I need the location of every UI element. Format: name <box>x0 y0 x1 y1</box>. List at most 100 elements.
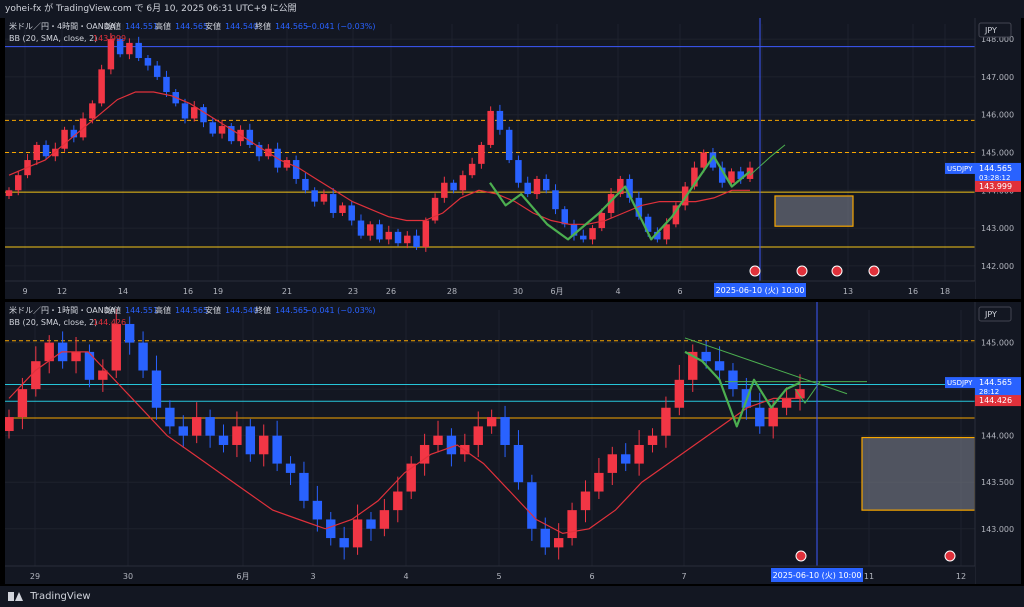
legend-ohlc-value: 144.540 <box>225 22 258 31</box>
crosshair-time-badge <box>771 568 863 582</box>
candle-body <box>352 519 363 548</box>
time-tick-label: 6 <box>677 287 682 296</box>
time-tick-label: 18 <box>940 287 950 296</box>
candle-body <box>478 144 485 164</box>
time-tick-label: 4 <box>403 572 408 581</box>
time-tick-label: 4 <box>615 287 620 296</box>
candle-body <box>728 171 735 183</box>
candle-body <box>272 435 282 464</box>
candle-body <box>17 389 28 418</box>
crosshair-time-label: 2025-06-10 (火) 10:00 <box>716 286 805 295</box>
candle-body <box>567 510 577 539</box>
economic-event-icon <box>795 550 807 562</box>
currency-badge <box>978 22 1012 38</box>
candle-body <box>552 190 559 210</box>
candle-body <box>181 103 189 119</box>
time-tick-label: 13 <box>843 287 853 296</box>
candle-body <box>654 231 661 240</box>
candle-body <box>218 435 229 445</box>
candle-body <box>533 178 541 195</box>
candle-body <box>661 407 671 436</box>
price-tick-label: 142.000 <box>981 262 1014 271</box>
economic-event-icon <box>831 265 843 277</box>
candle-body <box>714 361 725 371</box>
time-tick-label: 6月 <box>236 572 249 581</box>
candle-body <box>459 175 467 191</box>
chart-4h-svg[interactable]: 148.000147.000146.000145.000144.000143.0… <box>5 18 1021 299</box>
symbol-label: USDJPY <box>947 379 973 387</box>
candle-body <box>209 122 217 134</box>
candle-body <box>460 444 470 455</box>
candle-body <box>781 398 792 408</box>
candle-body <box>163 76 170 93</box>
candle-body <box>200 107 207 123</box>
wave-path-line <box>684 350 801 428</box>
candle-body <box>672 205 680 225</box>
candle-body <box>312 500 323 520</box>
projection-line <box>749 144 786 176</box>
chart-1h-svg[interactable]: 145.000144.500144.000143.500143.000JPYUS… <box>4 302 1021 584</box>
price-tick-label: 145.000 <box>981 149 1014 158</box>
candle-body <box>468 163 476 176</box>
symbol-badge <box>945 162 975 174</box>
legend-ohlc-value: 144.551 <box>125 22 158 31</box>
price-tick-label: 143.500 <box>981 478 1014 487</box>
legend-ohlc-label: 始値 <box>105 21 121 31</box>
candle-body <box>691 167 698 187</box>
candle-body <box>218 126 226 134</box>
candle-body <box>124 323 135 343</box>
candle-body <box>44 342 54 362</box>
chart-1h-panel[interactable]: 145.000144.500144.000143.500143.000JPYUS… <box>4 302 1021 584</box>
candle-body <box>379 510 390 529</box>
legend-ohlc-label: 始値 <box>105 305 121 315</box>
candle-body <box>644 216 652 232</box>
candle-body <box>329 194 337 213</box>
candle-body <box>245 426 256 455</box>
candle-body <box>570 224 578 236</box>
candle-body <box>61 129 68 149</box>
candle-body <box>357 220 365 236</box>
candle-body <box>5 190 13 196</box>
legend-ohlc-value: 144.565 <box>275 22 308 31</box>
candle-body <box>419 444 430 464</box>
candle-body <box>107 39 115 70</box>
candle-body <box>299 472 309 501</box>
candle-body <box>15 175 22 191</box>
candle-body <box>151 370 162 408</box>
candle-body <box>192 417 202 436</box>
candle-body <box>320 194 328 202</box>
price-label: 144.565 <box>979 164 1012 173</box>
bb-badge <box>975 395 1021 407</box>
candle-body <box>366 224 374 236</box>
target-box <box>861 436 976 511</box>
bb-label: 144.426 <box>979 396 1012 405</box>
candle-body <box>487 110 494 145</box>
legend-ohlc-label: 安値 <box>205 21 221 31</box>
candle-body <box>394 231 402 244</box>
bollinger-band-line <box>8 91 750 225</box>
candle-body <box>634 444 644 464</box>
candle-body <box>89 103 96 119</box>
publish-text: yohei-fx が TradingView.com で 6月 10, 2025… <box>5 4 297 14</box>
time-tick-label: 5 <box>496 572 501 581</box>
chart-4h-panel[interactable]: 148.000147.000146.000145.000144.000143.0… <box>5 18 1021 299</box>
countdown-label: 03:28:12 <box>979 174 1010 182</box>
candle-body <box>84 351 95 380</box>
candle-body <box>700 152 707 168</box>
candle-body <box>413 235 420 247</box>
bb-label: 143.999 <box>979 182 1012 191</box>
candle-body <box>376 224 383 240</box>
candle-body <box>589 228 596 240</box>
candle-body <box>561 209 568 225</box>
legend-ohlc-label: 終値 <box>255 305 271 315</box>
candle-body <box>406 463 416 492</box>
economic-event-icon <box>868 265 880 277</box>
legend-ohlc-value: 144.551 <box>125 306 158 315</box>
time-tick-label: 30 <box>513 287 523 296</box>
candle-body <box>701 351 711 362</box>
candle-body <box>191 107 198 119</box>
time-tick-label: 16 <box>908 287 918 296</box>
footer-brand: TradingView <box>30 591 91 602</box>
economic-event-icon <box>796 265 808 277</box>
price-tick-label: 148.000 <box>981 35 1014 44</box>
